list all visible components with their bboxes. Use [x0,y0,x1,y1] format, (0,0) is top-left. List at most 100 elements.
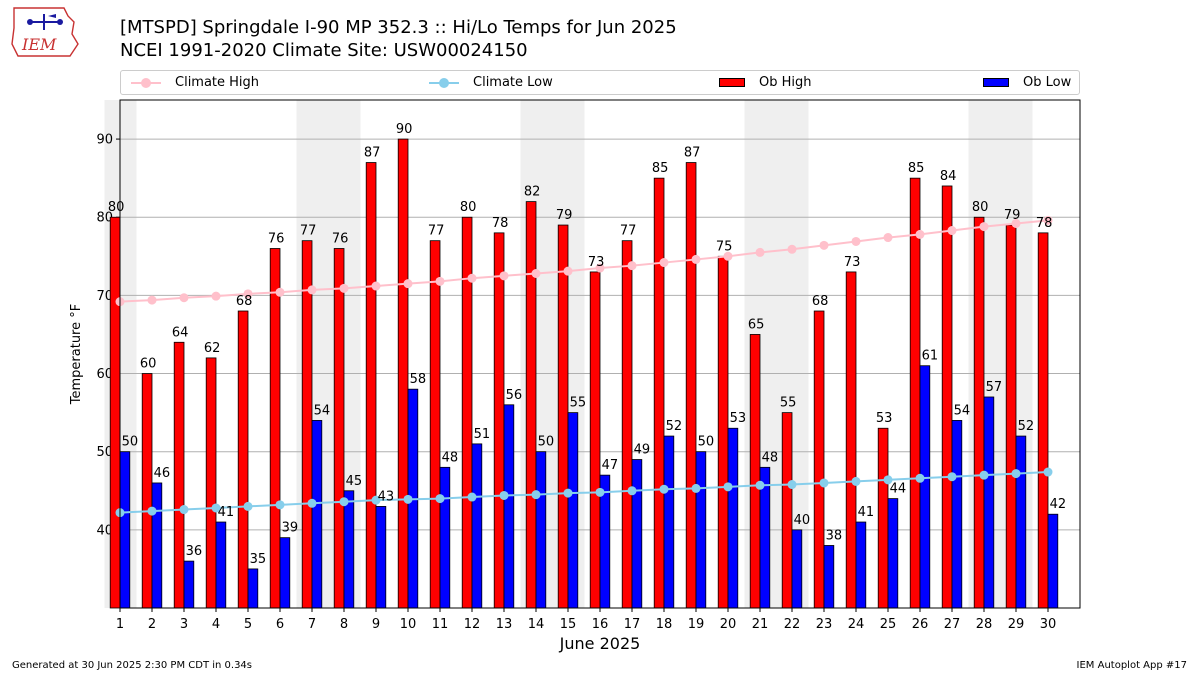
ob-high-label: 55 [780,396,797,411]
chart-subtitle: NCEI 1991-2020 Climate Site: USW00024150 [120,40,528,61]
x-tick-label: 7 [308,617,316,632]
x-tick-label: 14 [528,617,545,632]
generated-note: Generated at 30 Jun 2025 2:30 PM CDT in … [12,660,253,671]
climate-high-point [627,261,637,271]
x-tick-label: 27 [944,617,961,632]
ob-high-bar [557,224,569,609]
ob-low-bar [279,537,291,609]
x-tick-label: 20 [720,617,737,632]
ob-low-label: 49 [634,443,651,458]
ob-low-bar [471,443,483,609]
legend: Climate High Climate Low Ob High Ob Low [120,70,1080,95]
climate-low-point [883,475,893,485]
ob-low-label: 43 [378,489,395,504]
climate-low-point [147,506,157,516]
ob-low-label: 46 [154,466,171,481]
ob-high-label: 75 [716,239,733,254]
climate-low-point [787,480,797,490]
legend-label: Climate Low [473,75,553,90]
ob-low-bar [375,505,387,609]
ob-high-bar [685,162,697,609]
climate-high-point [531,269,541,279]
ob-low-label: 61 [922,349,939,364]
weather-station-icon [27,14,63,30]
x-axis-label: June 2025 [559,634,641,653]
ob-high-bar [429,240,441,609]
climate-low-point [947,472,957,482]
ob-high-label: 87 [684,146,701,161]
ob-low-label: 48 [762,450,779,465]
climate-high-point [851,236,861,246]
x-tick-label: 6 [276,617,284,632]
ob-high-label: 62 [204,341,221,356]
ob-high-label: 64 [172,325,189,340]
ob-high-label: 85 [652,161,669,176]
ob-low-bar [119,451,131,609]
ob-low-bar [823,545,835,609]
ob-high-label: 65 [748,317,765,332]
ob-low-label: 50 [122,435,139,450]
x-tick-label: 28 [976,617,993,632]
climate-low-point [851,476,861,486]
x-tick-label: 9 [372,617,380,632]
climate-low-point [179,505,189,515]
ob-high-label: 78 [1036,216,1053,231]
ob-high-label: 77 [428,224,445,239]
ob-low-label: 56 [506,388,523,403]
climate-low-point [403,494,413,504]
ob-high-label: 68 [812,294,829,309]
climate-low-point [1043,467,1053,477]
ob-high-bar [173,341,185,609]
y-tick-label: 40 [96,523,113,538]
iem-logo: IEM [11,7,79,57]
ob-high-bar [717,255,729,609]
x-tick-label: 12 [464,617,481,632]
climate-low-point [915,473,925,483]
climate-low-point [339,497,349,507]
climate-low-point [659,484,669,494]
x-tick-label: 22 [784,617,801,632]
x-tick-label: 23 [816,617,833,632]
climate-high-point [819,240,829,250]
ob-low-label: 39 [282,521,299,536]
x-tick-label: 17 [624,617,641,632]
climate-high-point [755,247,765,257]
climate-high-point [691,254,701,264]
ob-low-bar [151,482,163,609]
ob-low-label: 54 [954,403,971,418]
x-tick-label: 18 [656,617,673,632]
ob-low-bar [727,427,739,609]
ob-low-bar [663,435,675,609]
x-tick-label: 1 [116,617,124,632]
ob-low-bar [343,490,355,609]
ob-low-bar [1015,435,1027,609]
climate-low-point [563,488,573,498]
ob-low-label: 58 [410,372,427,387]
climate-high-point [947,226,957,236]
climate-high-point [915,229,925,239]
ob-high-bar [813,310,825,609]
ob-low-bar [535,451,547,609]
ob-low-label: 44 [890,482,907,497]
ob-high-label: 53 [876,411,893,426]
ob-high-label: 77 [300,224,317,239]
legend-marker-ob-low [983,78,1009,87]
ob-low-bar [183,560,195,609]
ob-high-bar [749,334,761,609]
ob-high-bar [909,177,921,609]
legend-item-climate-high: Climate High [131,71,259,94]
ob-low-label: 53 [730,411,747,426]
climate-low-point [243,501,253,511]
climate-high-point [1011,218,1021,228]
x-tick-label: 5 [244,617,252,632]
ob-high-bar [397,138,409,609]
ob-low-label: 41 [218,505,235,520]
ob-low-bar [439,466,451,609]
climate-high-point [499,271,509,281]
app-credit: IEM Autoplot App #17 [1076,660,1187,671]
climate-low-point [1011,469,1021,479]
ob-high-label: 68 [236,294,253,309]
ob-high-label: 85 [908,161,925,176]
climate-high-point [147,295,157,305]
